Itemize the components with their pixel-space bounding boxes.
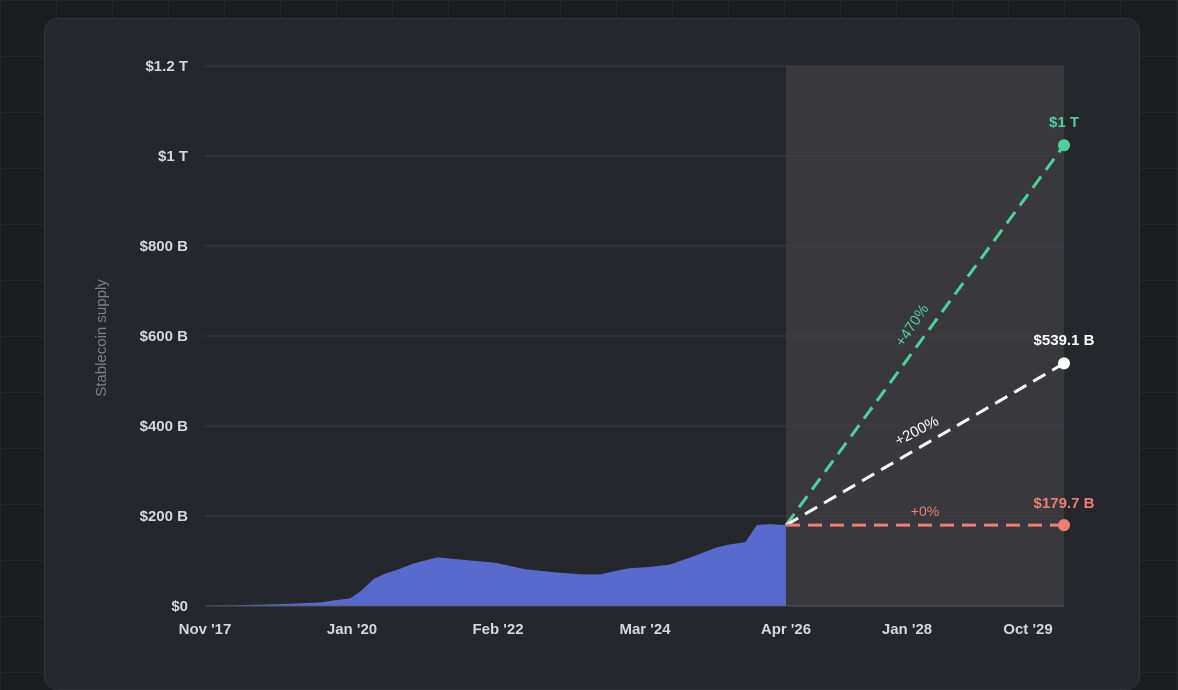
y-tick-label: $400 B <box>140 418 189 435</box>
y-tick-label: $600 B <box>140 328 189 345</box>
x-tick-label: Feb '22 <box>472 621 523 638</box>
y-tick-label: $200 B <box>140 508 189 525</box>
supply-area <box>205 524 786 606</box>
x-tick-label: Jan '20 <box>327 621 377 638</box>
x-tick-label: Apr '26 <box>761 621 811 638</box>
x-tick-label: Nov '17 <box>179 621 232 638</box>
y-tick-label: $0 <box>171 598 188 615</box>
projection-end-label: $1 T <box>1049 114 1079 131</box>
x-tick-label: Mar '24 <box>619 621 671 638</box>
projection-line-1 <box>784 144 1066 527</box>
y-tick-label: $800 B <box>140 238 189 255</box>
x-tick-label: Oct '29 <box>1003 621 1052 638</box>
projection-endpoint-2 <box>1058 357 1070 370</box>
projection-end-label: $179.7 B <box>1034 495 1095 512</box>
y-axis-label: Stablecoin supply <box>93 279 110 397</box>
x-tick-label: Jan '28 <box>882 621 932 638</box>
y-tick-label: $1.2 T <box>145 58 188 75</box>
projection-endpoint-3 <box>1058 519 1070 532</box>
projection-change-label: +0% <box>911 503 939 519</box>
projection-end-label: $539.1 B <box>1034 332 1095 349</box>
y-tick-label: $1 T <box>158 148 188 165</box>
projection-endpoint-1 <box>1058 139 1070 152</box>
projection-line-2 <box>785 362 1065 527</box>
stablecoin-supply-chart: $0 $200 B $400 B $600 B $800 B $1 T $1.2 T Nov… <box>93 58 1095 638</box>
